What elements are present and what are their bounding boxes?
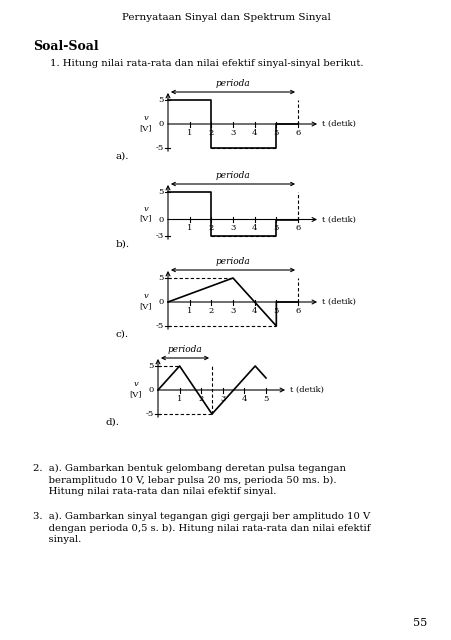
- Text: [V]: [V]: [139, 302, 152, 310]
- Text: 2: 2: [208, 129, 213, 137]
- Text: 5: 5: [263, 395, 268, 403]
- Text: -5: -5: [156, 144, 164, 152]
- Text: 1: 1: [187, 225, 192, 232]
- Text: 6: 6: [295, 307, 300, 315]
- Text: perioda: perioda: [215, 171, 250, 180]
- Text: [V]: [V]: [139, 124, 152, 132]
- Text: 1: 1: [176, 395, 182, 403]
- Text: t (detik): t (detik): [290, 386, 323, 394]
- Text: 2.  a). Gambarkan bentuk gelombang deretan pulsa tegangan: 2. a). Gambarkan bentuk gelombang dereta…: [33, 463, 345, 472]
- Text: t (detik): t (detik): [321, 120, 355, 128]
- Text: 3.  a). Gambarkan sinyal tegangan gigi gergaji ber amplitudo 10 V: 3. a). Gambarkan sinyal tegangan gigi ge…: [33, 511, 369, 520]
- Text: v: v: [143, 114, 148, 122]
- Text: 5: 5: [273, 307, 278, 315]
- Text: 4: 4: [251, 225, 257, 232]
- Text: 0: 0: [158, 298, 164, 306]
- Text: 3: 3: [230, 307, 235, 315]
- Text: 4: 4: [241, 395, 247, 403]
- Text: 0: 0: [158, 216, 164, 223]
- Text: 4: 4: [251, 307, 257, 315]
- Text: 1: 1: [187, 129, 192, 137]
- Text: 0: 0: [158, 120, 164, 128]
- Text: perioda: perioda: [215, 257, 250, 266]
- Text: 2: 2: [198, 395, 203, 403]
- Text: 5: 5: [158, 188, 164, 196]
- Text: b).: b).: [116, 239, 130, 248]
- Text: 5: 5: [148, 362, 154, 370]
- Text: a).: a).: [116, 152, 129, 161]
- Text: perioda: perioda: [167, 345, 202, 354]
- Text: beramplitudo 10 V, lebar pulsa 20 ms, perioda 50 ms. b).: beramplitudo 10 V, lebar pulsa 20 ms, pe…: [33, 476, 336, 484]
- Text: [V]: [V]: [139, 215, 152, 223]
- Text: 1: 1: [187, 307, 192, 315]
- Text: d).: d).: [106, 417, 120, 426]
- Text: 55: 55: [412, 618, 426, 628]
- Text: t (detik): t (detik): [321, 216, 355, 223]
- Text: sinyal.: sinyal.: [33, 536, 81, 545]
- Text: [V]: [V]: [129, 390, 142, 398]
- Text: perioda: perioda: [215, 79, 250, 88]
- Text: 3: 3: [230, 225, 235, 232]
- Text: -5: -5: [156, 322, 164, 330]
- Text: 0: 0: [148, 386, 154, 394]
- Text: -5: -5: [145, 410, 154, 418]
- Text: v: v: [133, 380, 138, 388]
- Text: 2: 2: [208, 225, 213, 232]
- Text: 6: 6: [295, 225, 300, 232]
- Text: 1. Hitung nilai rata-rata dan nilai efektif sinyal-sinyal berikut.: 1. Hitung nilai rata-rata dan nilai efek…: [50, 60, 363, 68]
- Text: Soal-Soal: Soal-Soal: [33, 40, 98, 52]
- Text: 2: 2: [208, 307, 213, 315]
- Text: 5: 5: [273, 225, 278, 232]
- Text: t (detik): t (detik): [321, 298, 355, 306]
- Text: v: v: [143, 292, 148, 300]
- Text: 5: 5: [158, 96, 164, 104]
- Text: Pernyataan Sinyal dan Spektrum Sinyal: Pernyataan Sinyal dan Spektrum Sinyal: [121, 13, 330, 22]
- Text: -3: -3: [156, 232, 164, 240]
- Text: 5: 5: [273, 129, 278, 137]
- Text: c).: c).: [116, 330, 129, 339]
- Text: v: v: [143, 205, 148, 212]
- Text: Hitung nilai rata-rata dan nilai efektif sinyal.: Hitung nilai rata-rata dan nilai efektif…: [33, 488, 276, 497]
- Text: 4: 4: [251, 129, 257, 137]
- Text: 3: 3: [230, 129, 235, 137]
- Text: dengan perioda 0,5 s. b). Hitung nilai rata-rata dan nilai efektif: dengan perioda 0,5 s. b). Hitung nilai r…: [33, 524, 370, 532]
- Text: 3: 3: [220, 395, 225, 403]
- Text: 5: 5: [158, 274, 164, 282]
- Text: 6: 6: [295, 129, 300, 137]
